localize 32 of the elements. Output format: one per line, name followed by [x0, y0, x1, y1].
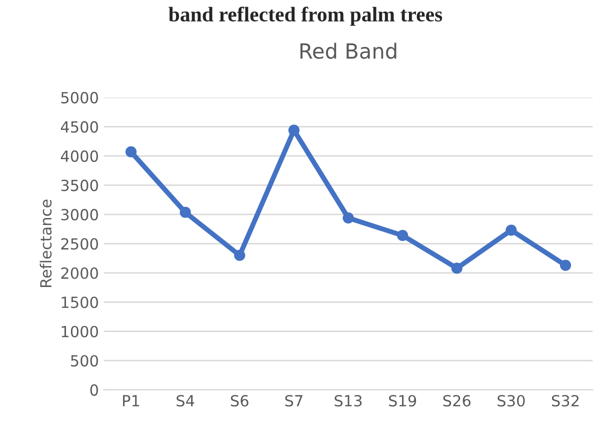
x-tick-label: S7: [285, 394, 302, 407]
point: [180, 206, 191, 218]
x-tick-label: S26: [443, 394, 470, 407]
y-tick-label: 1500: [62, 296, 98, 308]
y-tick-label: 5000: [61, 92, 98, 104]
point: [288, 124, 300, 136]
point: [560, 260, 572, 271]
point: [397, 230, 408, 242]
y-axis-title: Reflectance: [40, 200, 52, 287]
y-tick-label: 2000: [61, 267, 98, 279]
x-tick-label: S19: [389, 394, 416, 407]
point: [234, 250, 246, 261]
y-tick-label: 500: [71, 355, 98, 367]
x-tick-label: S4: [176, 394, 194, 407]
x-tick-label: S32: [552, 394, 579, 407]
text: band reflected from palm trees: [168, 6, 442, 26]
x-tick-label: S6: [230, 394, 248, 407]
point: [506, 224, 517, 236]
y-tick-label: 4000: [60, 150, 98, 162]
y-tick-label: 2500: [61, 238, 98, 250]
y-tick-label: 4500: [60, 121, 98, 133]
x-tick-label: S30: [498, 394, 525, 407]
y-tick-label: 0: [90, 384, 98, 396]
x-tick-label: S13: [334, 394, 362, 407]
x-tick-label: P1: [123, 395, 140, 406]
chart-title: Red Band: [300, 42, 396, 59]
y-tick-label: 3500: [61, 180, 98, 192]
point: [451, 262, 462, 274]
y-tick-label: 3000: [61, 208, 98, 220]
y-tick-label: 1000: [62, 326, 98, 338]
point: [342, 212, 354, 224]
point: [125, 146, 137, 158]
